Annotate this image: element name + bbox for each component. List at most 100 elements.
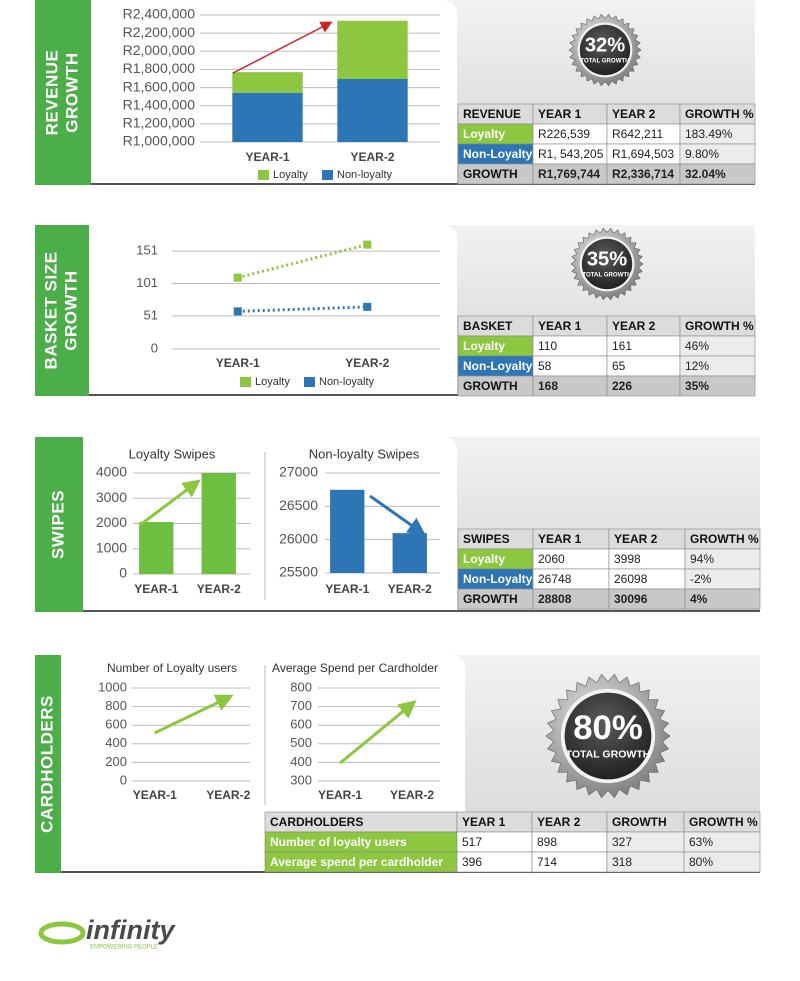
table-text: 3998 — [614, 552, 641, 566]
y-tick-label: 400 — [290, 754, 312, 769]
badge-core — [579, 24, 631, 76]
table-text: GROWTH — [463, 592, 518, 606]
y-tick-label: R2,400,000 — [123, 6, 196, 22]
table-text: CARDHOLDERS — [270, 815, 363, 829]
table-text: BASKET — [463, 319, 513, 333]
table-text: Loyalty — [463, 127, 505, 141]
legend-label: Loyalty — [255, 376, 290, 388]
section-label: GROWTH — [61, 270, 80, 350]
table-text: 4% — [690, 592, 708, 606]
panel-bottom — [35, 610, 760, 612]
badge-value: 35% — [587, 249, 627, 271]
table-text: 32.04% — [685, 167, 726, 181]
legend-swatch — [258, 170, 269, 180]
y-tick-label: 0 — [120, 772, 127, 787]
table-text: R642,211 — [612, 127, 663, 141]
table-text: 26748 — [538, 572, 572, 586]
section-label: GROWTH — [62, 52, 81, 132]
y-tick-label: 1000 — [98, 679, 127, 694]
section-label: BASKET SIZE — [41, 252, 60, 370]
y-tick-label: 800 — [105, 698, 127, 713]
y-tick-label: R1,200,000 — [123, 115, 196, 131]
x-tick-label: YEAR-2 — [197, 582, 241, 596]
table-text: Number of loyalty users — [270, 835, 407, 849]
y-tick-label: 700 — [290, 698, 312, 713]
table-text: YEAR 1 — [462, 815, 506, 829]
chart-title: Average Spend per Cardholder — [272, 661, 438, 675]
table-text: Non-Loyalty — [463, 147, 533, 161]
table-text: YEAR 2 — [537, 815, 581, 829]
table-text: 110 — [538, 339, 557, 353]
brand: infinity — [86, 915, 176, 945]
legend-label: Loyalty — [273, 169, 308, 181]
y-tick-label: R2,200,000 — [123, 24, 196, 40]
table-text: 30096 — [614, 592, 648, 606]
legend-swatch — [240, 377, 251, 387]
badge-value: 80% — [573, 709, 643, 747]
bar — [330, 489, 365, 573]
line — [339, 700, 417, 765]
table-text: 46% — [685, 339, 709, 353]
line — [237, 243, 368, 280]
y-tick-label: 25500 — [279, 564, 318, 580]
y-tick-label: 600 — [105, 717, 127, 732]
line — [154, 694, 234, 735]
table-text: 12% — [685, 359, 709, 373]
trend-arrow — [232, 21, 333, 74]
table-text: 80% — [689, 855, 713, 869]
table-text: -2% — [690, 572, 712, 586]
table-text: YEAR 1 — [538, 532, 582, 546]
x-tick-label: YEAR-1 — [245, 150, 289, 164]
y-tick-label: 800 — [290, 679, 312, 694]
y-tick-label: 1000 — [96, 539, 127, 555]
table-text: 396 — [462, 855, 482, 869]
chart-title: Number of Loyalty users — [107, 661, 237, 675]
table-text: SWIPES — [463, 532, 510, 546]
badge-value: 32% — [585, 35, 625, 57]
logo-swoosh — [38, 921, 86, 945]
table-text: GROWTH — [612, 815, 667, 829]
legend-swatch — [322, 170, 333, 180]
y-tick-label: R2,000,000 — [123, 42, 196, 58]
table-text: 63% — [689, 835, 713, 849]
chart-title: Loyalty Swipes — [129, 446, 216, 461]
table-text: 161 — [612, 339, 632, 353]
table-text: GROWTH — [463, 167, 518, 181]
table-text: Average spend per cardholder — [270, 855, 443, 869]
y-tick-label: R1,400,000 — [123, 96, 196, 112]
table-text: 714 — [537, 855, 557, 869]
bar-segment — [232, 72, 303, 93]
y-tick-label: 101 — [136, 275, 158, 290]
bar-segment — [232, 92, 303, 142]
table-text: 327 — [612, 835, 632, 849]
y-tick-label: 600 — [290, 717, 312, 732]
section-label: REVENUE — [42, 50, 61, 136]
bar — [392, 533, 427, 573]
y-tick-label: 0 — [151, 340, 158, 355]
panel-bottom — [35, 394, 755, 396]
table-text: YEAR 2 — [612, 319, 656, 333]
legend-swatch — [304, 377, 315, 387]
table-text: R226,539 — [538, 127, 590, 141]
y-tick-label: 151 — [136, 243, 158, 258]
table-text: YEAR 2 — [614, 532, 658, 546]
bar — [201, 473, 236, 574]
table-text: R1,694,503 — [612, 147, 674, 161]
x-tick-label: YEAR-2 — [388, 582, 432, 596]
point — [233, 273, 242, 282]
y-tick-label: 0 — [119, 565, 127, 581]
table-text: 58 — [538, 359, 552, 373]
table-text: GROWTH % — [685, 107, 754, 121]
trend-arrow — [369, 494, 426, 536]
y-tick-label: 300 — [290, 772, 312, 787]
table-text: 28808 — [538, 592, 572, 606]
table-text: R2,336,714 — [612, 167, 674, 181]
y-tick-label: 27000 — [279, 464, 318, 480]
x-tick-label: YEAR-2 — [345, 356, 389, 370]
point — [363, 302, 372, 311]
table-text: YEAR 1 — [538, 107, 582, 121]
side-bar — [35, 655, 61, 873]
panel-bottom — [35, 183, 755, 185]
y-tick-label: 2000 — [96, 514, 127, 530]
